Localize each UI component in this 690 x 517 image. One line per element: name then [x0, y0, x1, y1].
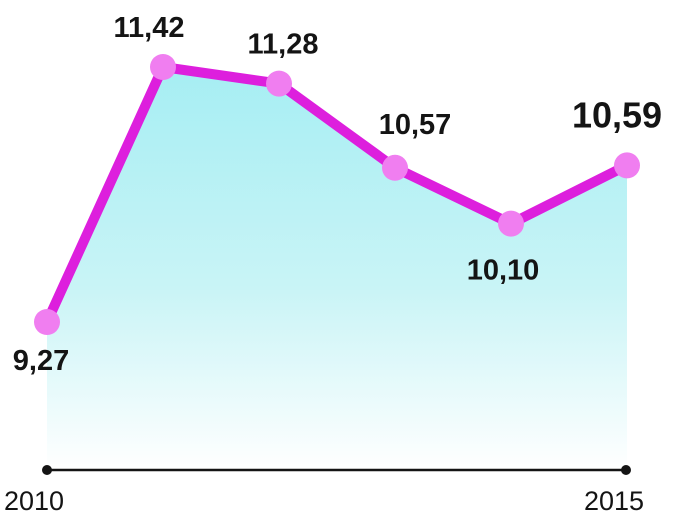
- value-label-2015: 10,59: [572, 94, 662, 135]
- value-label-2010: 9,27: [13, 345, 69, 377]
- area-fill: [47, 67, 627, 470]
- data-point-marker-2010: [34, 309, 60, 335]
- x-tick-label-start: 2010: [4, 486, 64, 516]
- data-point-marker-2014: [498, 210, 524, 237]
- data-point-marker-2011: [150, 54, 176, 80]
- value-label-2013: 10,57: [379, 109, 452, 141]
- value-label-2012: 11,28: [248, 29, 319, 61]
- x-axis-start-dot: [42, 465, 52, 475]
- value-label-2011: 11,42: [114, 12, 185, 44]
- x-tick-label-end: 2015: [584, 486, 644, 516]
- value-label-2014: 10,10: [467, 255, 540, 287]
- x-axis-end-dot: [621, 465, 631, 475]
- data-point-marker-2015: [614, 152, 640, 179]
- series-line: [42, 62, 632, 327]
- data-point-marker-2013: [382, 154, 408, 181]
- data-point-marker-2012: [266, 70, 292, 97]
